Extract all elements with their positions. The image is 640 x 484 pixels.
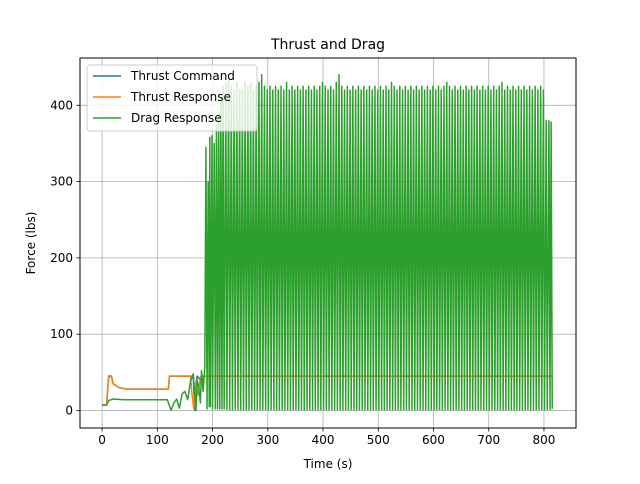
y-tick-label: 200	[50, 251, 73, 265]
x-tick-label: 400	[312, 433, 335, 447]
x-tick-label: 600	[422, 433, 445, 447]
x-tick-label: 100	[146, 433, 169, 447]
plot-area-frame	[79, 57, 577, 429]
chart-title: Thrust and Drag	[270, 37, 385, 53]
x-tick-label: 300	[256, 433, 279, 447]
y-tick-label: 400	[50, 98, 73, 112]
y-tick-label: 100	[50, 327, 73, 341]
legend: Thrust Command Thrust Response Drag Respon…	[86, 64, 258, 132]
legend-entry-label: Thrust Response	[130, 90, 231, 104]
y-axis: 0 100 200 300 400	[50, 98, 80, 417]
series-line-drag-response	[102, 74, 553, 412]
series-group	[102, 74, 553, 412]
x-tick-label: 200	[201, 433, 224, 447]
x-axis-label: Time (s)	[303, 457, 353, 471]
x-axis: 0 100 200 300 400 500 600 700 800	[98, 428, 555, 447]
legend-entry-label: Drag Response	[131, 111, 222, 125]
y-tick-label: 0	[65, 403, 73, 417]
legend-entry-label: Thrust Command	[130, 69, 235, 83]
x-tick-label: 500	[367, 433, 390, 447]
legend-frame	[86, 64, 258, 132]
y-axis-label: Force (lbs)	[24, 212, 38, 275]
y-tick-label: 300	[50, 175, 73, 189]
x-tick-label: 700	[477, 433, 500, 447]
x-tick-label: 0	[98, 433, 106, 447]
x-tick-label: 800	[533, 433, 556, 447]
